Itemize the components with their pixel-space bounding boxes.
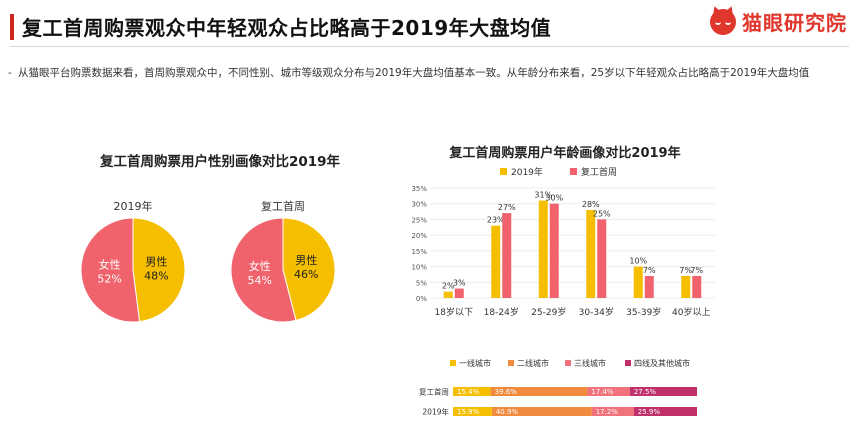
header-divider — [10, 46, 849, 47]
age-bar-label-3-0: 28% — [582, 200, 600, 209]
age-bar-2-0 — [538, 200, 548, 298]
pie-1-slice-1 — [230, 217, 297, 323]
pie-0-slice-0-value: 48% — [144, 270, 168, 283]
city-seg-label-0-1: 39.6% — [495, 388, 518, 396]
pie-return-week-caption: 复工首周 — [261, 200, 305, 213]
city-seg-1-1 — [491, 407, 592, 416]
brand: 猫眼研究院 — [709, 4, 847, 36]
age-xtick-0: 18岁以下 — [435, 306, 473, 318]
age-xtick-3: 30-34岁 — [579, 306, 614, 318]
city-seg-label-0-3: 27.5% — [634, 388, 657, 396]
gender-chart-title: 复工首周购票用户性别画像对比2019年 — [99, 154, 341, 170]
description: - 从猫眼平台购票数据来看，首周购票观众中，不同性别、城市等级观众分布与2019… — [8, 64, 838, 83]
age-xtick-5: 40岁以上 — [672, 306, 710, 318]
city-seg-0-2 — [587, 387, 630, 396]
title-accent-bar — [10, 13, 14, 40]
age-legend-swatch-1 — [570, 168, 577, 175]
pie-1-slice-0-label: 男性 — [295, 253, 317, 267]
age-ytick-6: 30% — [411, 201, 427, 209]
pie-1-slice-1-label: 女性 — [249, 259, 271, 273]
city-seg-label-0-2: 17.4% — [591, 388, 614, 396]
age-ytick-1: 5% — [416, 279, 427, 287]
pie-2019-caption: 2019年 — [113, 200, 153, 213]
pie-1-slice-1-value: 54% — [248, 274, 272, 287]
age-ytick-3: 15% — [411, 248, 427, 256]
age-bar-label-1-1: 27% — [498, 203, 516, 212]
city-seg-label-0-0: 15.4% — [457, 388, 480, 396]
age-bar-0-1 — [454, 288, 464, 298]
age-bar-label-2-0: 31% — [534, 191, 552, 200]
city-seg-0-0 — [453, 387, 491, 396]
age-bar-4-1 — [644, 276, 654, 298]
age-xtick-1: 18-24岁 — [484, 306, 519, 318]
city-seg-0-1 — [490, 387, 588, 396]
age-bar-label-5-0: 7% — [679, 266, 692, 275]
pie-0-slice-0 — [132, 217, 186, 323]
age-bar-5-1 — [692, 276, 702, 298]
age-bar-4-0 — [633, 266, 643, 298]
age-bar-label-4-0: 10% — [629, 257, 647, 266]
age-bar-chart: 2019年 复工首周 0% 5% 10% 15% 20% 25% 30% 35% 2%3% 18岁以下… — [411, 166, 715, 318]
age-bar-5-0 — [681, 276, 691, 298]
city-legend-swatch-2 — [565, 360, 571, 366]
cat-logo-icon — [709, 4, 737, 35]
age-bar-1-1 — [502, 213, 512, 298]
age-bar-label-1-0: 23% — [487, 216, 505, 225]
city-legend-label-1: 二线城市 — [517, 358, 549, 368]
age-ytick-5: 25% — [411, 216, 427, 224]
age-ytick-4: 20% — [411, 232, 427, 240]
age-bar-0-0 — [443, 291, 453, 298]
age-bar-1-0 — [491, 225, 501, 298]
city-seg-1-0 — [453, 407, 492, 416]
header: 复工首周购票观众中年轻观众占比略高于2019年大盘均值 — [10, 12, 551, 41]
page-title: 复工首周购票观众中年轻观众占比略高于2019年大盘均值 — [22, 16, 552, 40]
age-bar-label-5-1: 7% — [690, 266, 703, 275]
city-legend-label-0: 一线城市 — [459, 358, 491, 368]
city-legend-swatch-0 — [450, 360, 456, 366]
age-legend-label-1: 复工首周 — [581, 166, 617, 178]
city-row-label-0: 复工首周 — [419, 387, 449, 397]
age-bar-label-3-1: 25% — [593, 209, 611, 218]
age-ytick-0: 0% — [416, 295, 427, 303]
age-bar-label-0-0: 2% — [442, 282, 455, 291]
pie-0-slice-1-label: 女性 — [99, 257, 121, 271]
age-bar-label-4-1: 7% — [643, 266, 656, 275]
bullet-marker: - — [8, 67, 12, 79]
age-bar-3-1 — [597, 219, 607, 298]
age-bar-2-1 — [549, 203, 559, 298]
city-row-label-1: 2019年 — [422, 407, 449, 417]
age-chart-title: 复工首周购票用户年龄画像对比2019年 — [449, 146, 681, 161]
age-ytick-2: 10% — [411, 264, 427, 272]
city-seg-label-1-3: 25.9% — [638, 408, 661, 416]
city-seg-1-2 — [591, 407, 634, 416]
age-xtick-2: 25-29岁 — [531, 306, 566, 318]
city-legend-label-3: 四线及其他城市 — [634, 358, 690, 368]
city-seg-label-1-0: 15.9% — [457, 408, 480, 416]
age-bar-3-0 — [586, 210, 596, 298]
pie-0-slice-1 — [80, 217, 141, 323]
pie-1-slice-0 — [282, 217, 336, 321]
age-ytick-7: 35% — [411, 185, 427, 193]
pie-0-slice-1-value: 52% — [97, 272, 121, 285]
city-seg-label-1-2: 17.2% — [596, 408, 619, 416]
pie-0-slice-0-label: 男性 — [145, 255, 167, 269]
age-bar-label-0-1: 3% — [453, 279, 466, 288]
city-seg-0-3 — [629, 387, 697, 396]
age-bar-label-2-1: 30% — [545, 194, 563, 203]
brand-name: 猫眼研究院 — [742, 11, 847, 35]
age-xtick-4: 35-39岁 — [626, 306, 661, 318]
age-legend-swatch-0 — [500, 168, 507, 175]
city-legend-swatch-3 — [625, 360, 631, 366]
pie-1-slice-0-value: 46% — [294, 268, 318, 281]
city-legend-label-2: 三线城市 — [574, 358, 606, 368]
age-legend-label-0: 2019年 — [511, 166, 543, 178]
description-text: 从猫眼平台购票数据来看，首周购票观众中，不同性别、城市等级观众分布与2019年大… — [18, 67, 810, 79]
city-seg-1-3 — [633, 407, 697, 416]
city-legend-swatch-1 — [508, 360, 514, 366]
city-seg-label-1-1: 40.9% — [496, 408, 519, 416]
